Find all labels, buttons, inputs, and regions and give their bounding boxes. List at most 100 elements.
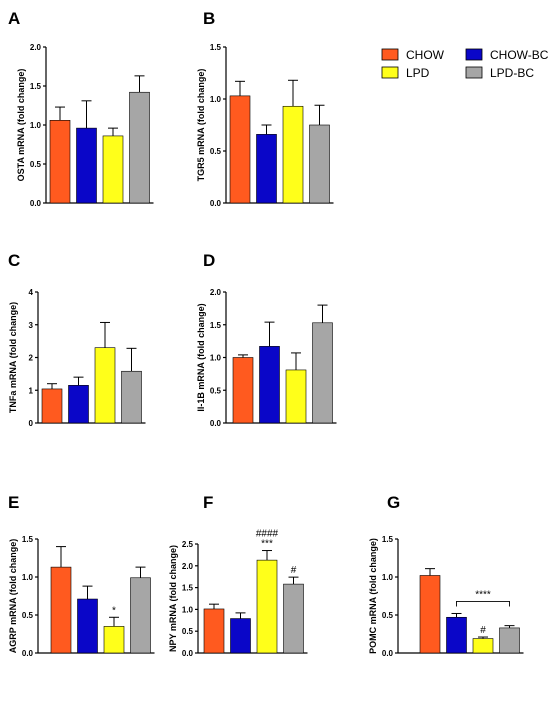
y-tick-label: 1.5 — [210, 321, 222, 330]
legend-swatch-chow — [381, 48, 399, 61]
y-tick-label: 2.0 — [210, 288, 222, 297]
y-tick-label: 4 — [29, 288, 34, 297]
y-axis-title: NPY mRNA (fold change) — [168, 545, 178, 652]
y-tick-label: 0.5 — [210, 147, 222, 156]
bar-lpd-bc — [129, 91, 150, 204]
y-tick-label: 2.5 — [182, 540, 194, 549]
bar-chow — [232, 357, 254, 424]
bar-lpd — [282, 105, 304, 204]
y-axis-title: TGR5 mRNA (fold change) — [196, 69, 206, 182]
y-tick-label: 0.0 — [22, 649, 34, 658]
bar-lpd — [472, 638, 494, 654]
significance-marker: # — [291, 565, 297, 576]
legend-label-chow: CHOW — [406, 48, 445, 62]
bar-chow-bc — [256, 134, 277, 204]
bracket-label: **** — [475, 589, 491, 600]
bar-chow-bc — [76, 127, 97, 204]
bar-chow-bc — [68, 385, 89, 424]
panel-label: G — [387, 493, 400, 512]
y-tick-label: 2.0 — [182, 562, 194, 571]
chart-panels: A 0.0 0.5 1.0 1.5 2.0 OSTA mRNA (fold change) B… — [8, 9, 524, 658]
legend-swatch-lpd-bc — [465, 66, 483, 79]
y-tick-label: 1 — [29, 386, 34, 395]
y-tick-label: 0.5 — [30, 160, 42, 169]
y-axis-title: Il-1B mRNA (fold change) — [196, 303, 206, 411]
legend: CHOW LPD CHOW-BC LPD-BC — [381, 48, 549, 80]
y-tick-label: 1.5 — [22, 535, 34, 544]
y-tick-label: 1.0 — [22, 573, 34, 582]
bar-chow — [419, 575, 441, 654]
y-tick-label: 0.0 — [30, 199, 42, 208]
significance-marker: * — [112, 605, 116, 616]
y-tick-label: 1.0 — [182, 605, 194, 614]
bar-lpd — [256, 559, 278, 654]
bar-lpd-bc — [130, 577, 151, 654]
y-tick-label: 1.0 — [210, 354, 222, 363]
panel-E: E 0.0 0.5 1.0 1.5 AGRP mRNA (fold change) * — [8, 493, 155, 658]
bar-chow — [229, 95, 251, 204]
y-tick-label: 1.0 — [210, 95, 222, 104]
y-axis-title: OSTA mRNA (fold change) — [16, 69, 26, 182]
bar-lpd-bc — [499, 627, 520, 654]
y-tick-label: 1.0 — [30, 121, 42, 130]
bar-chow — [49, 120, 71, 204]
legend-label-lpd: LPD — [406, 66, 430, 80]
legend-label-lpd-bc: LPD-BC — [490, 66, 534, 80]
y-tick-label: 0.0 — [182, 649, 194, 658]
bar-lpd — [102, 135, 124, 204]
significance-marker: #### — [256, 529, 279, 540]
bar-lpd-bc — [312, 322, 333, 424]
y-tick-label: 0.0 — [382, 649, 394, 658]
y-axis-title: AGRP mRNA (fold change) — [8, 539, 18, 654]
panel-label: E — [8, 493, 19, 512]
y-tick-label: 2.0 — [30, 43, 42, 52]
bar-lpd-bc — [283, 583, 304, 654]
y-tick-label: 1.0 — [382, 573, 394, 582]
legend-swatch-chow-bc — [465, 48, 483, 61]
bar-chow-bc — [77, 598, 98, 654]
bar-chow — [203, 608, 225, 654]
y-tick-label: 0.5 — [382, 611, 394, 620]
y-tick-label: 0.5 — [22, 611, 34, 620]
legend-label-chow-bc: CHOW-BC — [490, 48, 549, 62]
y-axis-title: TNFa mRNA (fold change) — [8, 302, 18, 413]
y-tick-label: 0.5 — [182, 627, 194, 636]
bar-lpd — [103, 626, 125, 654]
bar-lpd-bc — [121, 370, 142, 424]
y-axis-title: POMC mRNA (fold change) — [368, 538, 378, 654]
bar-lpd-bc — [309, 124, 330, 204]
y-tick-label: 1.5 — [382, 535, 394, 544]
bar-chow-bc — [446, 616, 467, 654]
y-tick-label: 0 — [29, 419, 34, 428]
y-tick-label: 1.5 — [210, 43, 222, 52]
bar-chow — [41, 388, 63, 424]
panel-A: A 0.0 0.5 1.0 1.5 2.0 OSTA mRNA (fold change) — [8, 9, 154, 208]
panel-label: C — [8, 251, 20, 270]
panel-D: D 0.0 0.5 1.0 1.5 2.0 Il-1B mRNA (fold change) — [196, 251, 337, 428]
y-tick-label: 1.5 — [182, 584, 194, 593]
panel-B: B 0.0 0.5 1.0 1.5 TGR5 mRNA (fold change) — [196, 9, 334, 208]
bar-chow-bc — [259, 346, 280, 424]
panel-label: B — [203, 9, 215, 28]
panel-F: F 0.0 0.5 1.0 1.5 2.0 2.5 NPY mRNA (fold change… — [168, 493, 308, 658]
bar-chow — [50, 566, 72, 654]
significance-marker: # — [480, 625, 486, 636]
y-tick-label: 1.5 — [30, 82, 42, 91]
panel-label: D — [203, 251, 215, 270]
bar-chow-bc — [230, 618, 251, 654]
panel-C: C 0 1 2 3 4 TNFa mRNA (fold change) — [8, 251, 146, 428]
panel-G: G 0.0 0.5 1.0 1.5 POMC mRNA (fold change) # ***… — [368, 493, 524, 658]
y-tick-label: 0.5 — [210, 386, 222, 395]
significance-marker: *** — [261, 539, 273, 550]
legend-swatch-lpd — [381, 66, 399, 79]
y-tick-label: 0.0 — [210, 419, 222, 428]
bar-lpd — [285, 369, 307, 424]
panel-label: F — [203, 493, 213, 512]
y-tick-label: 2 — [29, 354, 34, 363]
bar-lpd — [94, 347, 116, 424]
significance-bracket — [456, 601, 510, 607]
y-tick-label: 0.0 — [210, 199, 222, 208]
y-tick-label: 3 — [29, 321, 34, 330]
panel-label: A — [8, 9, 20, 28]
